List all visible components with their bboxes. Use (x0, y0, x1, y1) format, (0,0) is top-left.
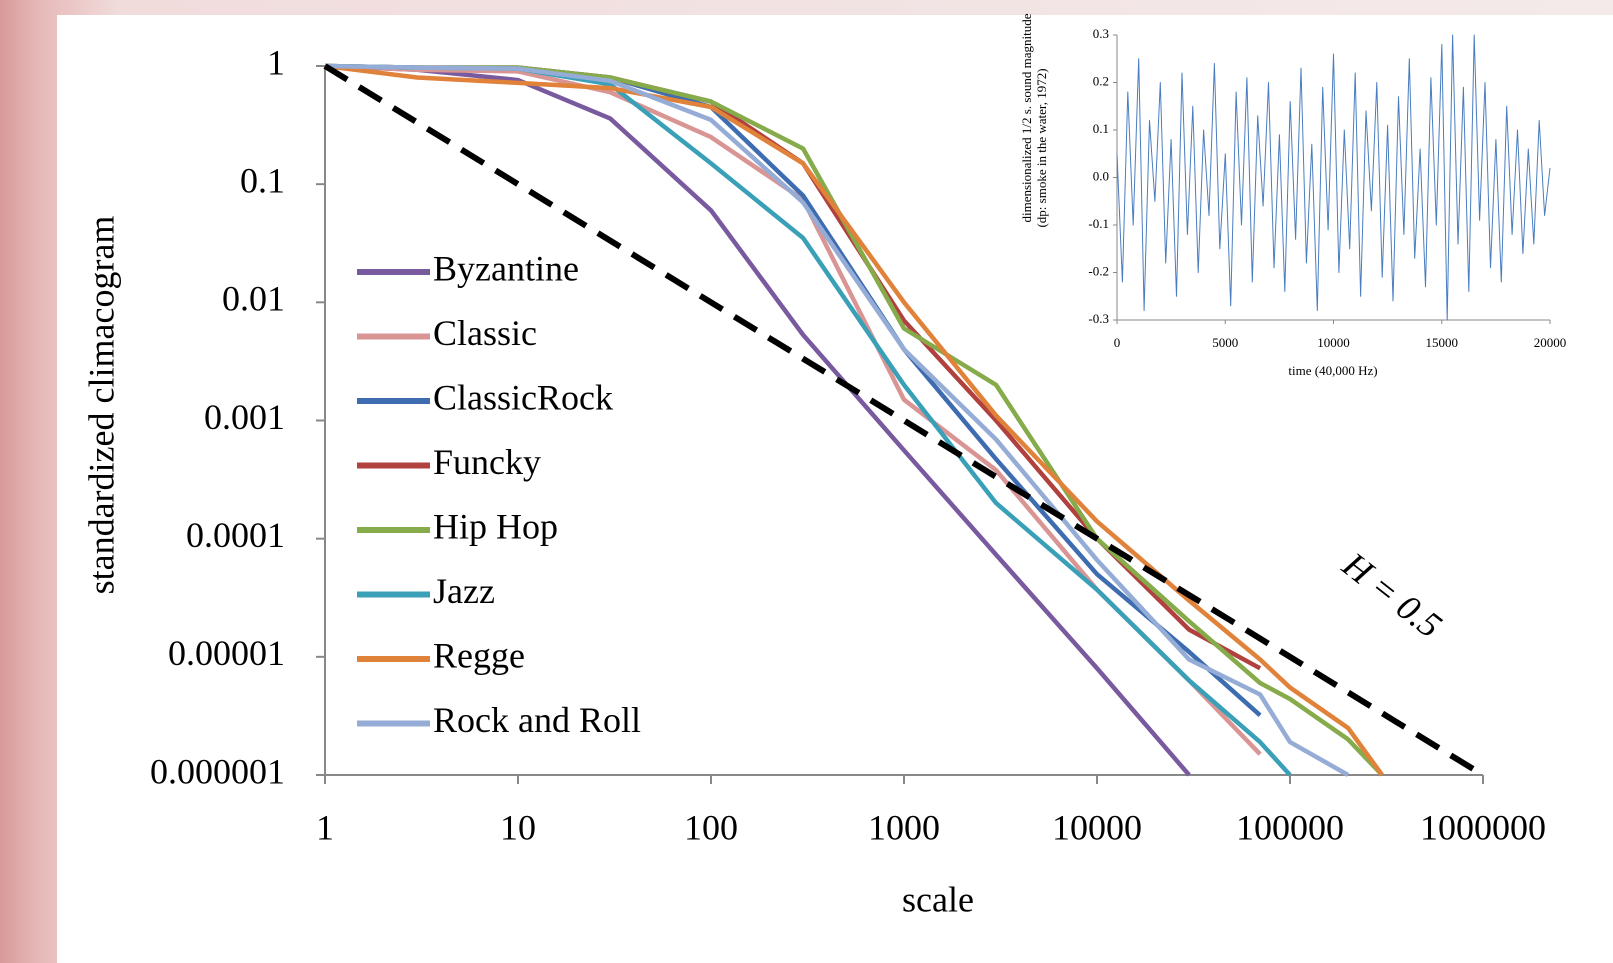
series-line (324, 63, 1384, 777)
y-tick-label: 0.3 (1093, 26, 1109, 41)
x-tick-label: 1000 (868, 807, 940, 847)
series-line (1116, 34, 1551, 321)
legend-label: ClassicRock (433, 377, 613, 417)
y-axis-title: dimensionalized 1/2 s. sound magnitude (1019, 13, 1034, 222)
x-tick-label: 1000000 (1420, 807, 1546, 847)
x-axis-title: time (40,000 Hz) (1288, 363, 1377, 378)
panel (57, 15, 1613, 963)
main-chart: standardized climacogram scale H = 0.5 1… (81, 42, 1546, 919)
y-tick-label: 0.1 (1093, 121, 1109, 136)
y-tick-label: -0.2 (1088, 263, 1109, 278)
x-tick-label: 1 (316, 807, 334, 847)
series-line (324, 63, 1191, 777)
x-tick-label: 10 (500, 807, 536, 847)
x-tick-label: 20000 (1534, 335, 1567, 350)
y-tick-label: 0.001 (204, 397, 285, 437)
x-tick-label: 15000 (1426, 335, 1459, 350)
legend-label: Classic (433, 313, 537, 353)
inset-chart: dimensionalized 1/2 s. sound magnitude (… (1019, 13, 1566, 378)
y-tick-label: -0.3 (1088, 311, 1109, 326)
y-axis-title: standardized climacogram (81, 216, 121, 595)
series-line (324, 63, 1350, 777)
y-tick-label: 0.0001 (186, 515, 285, 555)
y-tick-label: -0.1 (1088, 216, 1109, 231)
legend-label: Hip Hop (433, 506, 558, 546)
y-tick-label: 0.01 (222, 279, 285, 319)
y-tick-label: 0.00001 (168, 633, 285, 673)
legend-label: Byzantine (433, 248, 579, 288)
x-tick-label: 100 (684, 807, 738, 847)
x-tick-label: 5000 (1212, 335, 1238, 350)
x-axis-title: scale (902, 879, 974, 919)
legend-label: Jazz (433, 571, 495, 611)
y-tick-label: 1 (267, 42, 285, 82)
y-tick-label: 0.000001 (150, 751, 285, 791)
y-tick-label: 0.0 (1093, 168, 1109, 183)
y-tick-label: 0.1 (240, 160, 285, 200)
reference-line (323, 63, 1485, 778)
x-tick-label: 100000 (1236, 807, 1344, 847)
legend-label: Funcky (433, 442, 541, 482)
y-axis-title: (dp: smoke in the water, 1972) (1034, 68, 1049, 227)
legend-label: Regge (433, 635, 525, 675)
legend-label: Rock and Roll (433, 700, 641, 740)
x-tick-label: 10000 (1052, 807, 1142, 847)
x-tick-label: 0 (1114, 335, 1121, 350)
y-tick-label: 0.2 (1093, 73, 1109, 88)
x-tick-label: 10000 (1317, 335, 1350, 350)
